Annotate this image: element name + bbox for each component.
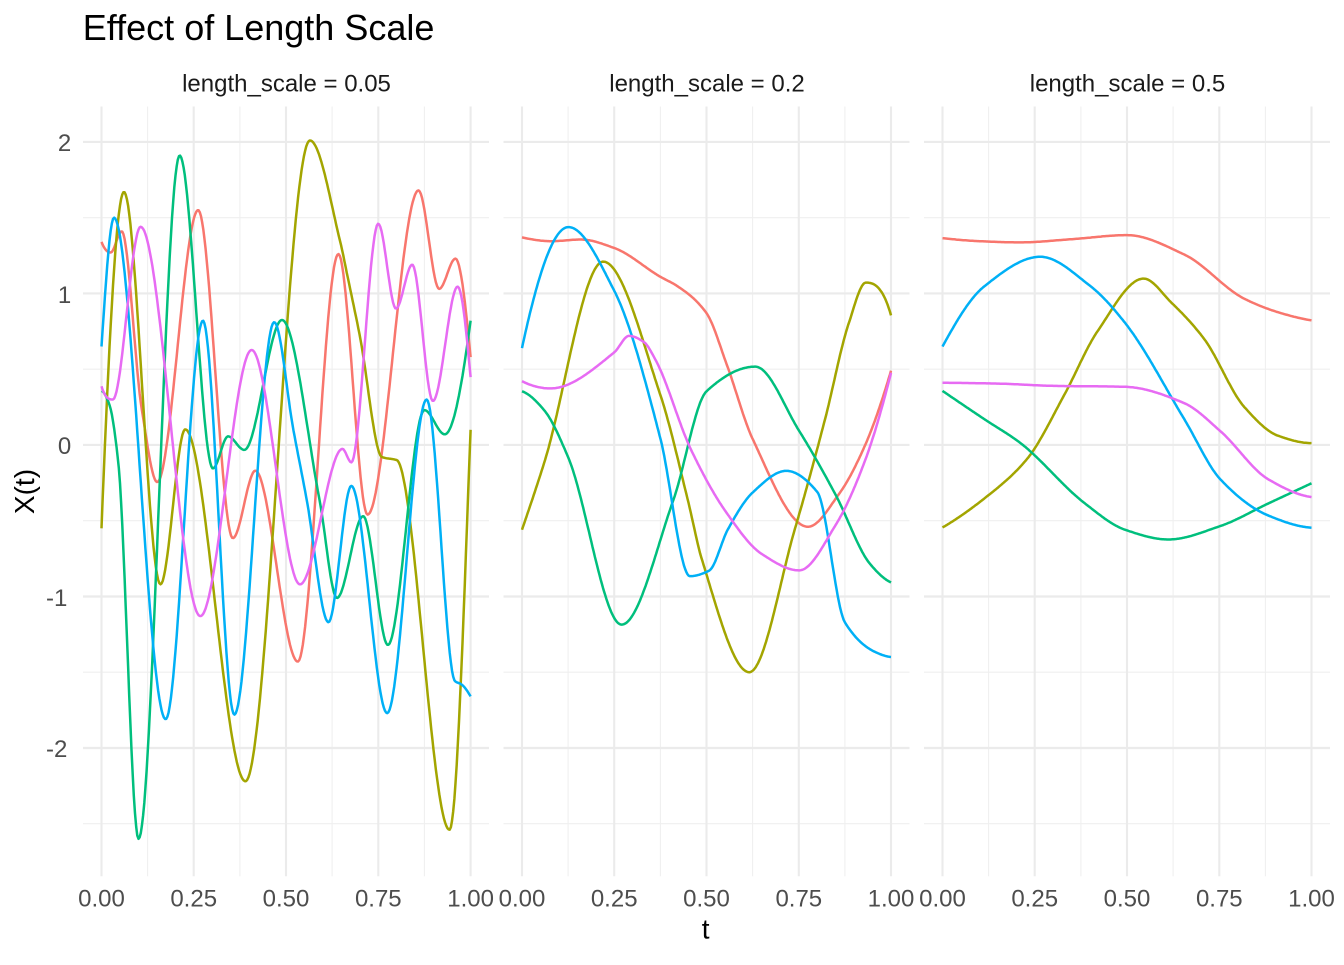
svg-text:0.25: 0.25: [591, 886, 638, 913]
svg-text:0.00: 0.00: [919, 886, 966, 913]
svg-text:0.75: 0.75: [775, 886, 822, 913]
svg-text:X(t): X(t): [9, 469, 40, 514]
svg-text:0.50: 0.50: [683, 886, 730, 913]
svg-text:length_scale = 0.5: length_scale = 0.5: [1030, 71, 1225, 98]
svg-text:0.50: 0.50: [263, 886, 310, 913]
svg-text:0.75: 0.75: [1196, 886, 1243, 913]
svg-text:0.00: 0.00: [499, 886, 546, 913]
svg-text:-1: -1: [46, 585, 67, 612]
svg-text:Effect of Length Scale: Effect of Length Scale: [83, 7, 435, 48]
svg-text:1: 1: [58, 282, 71, 309]
svg-text:0.50: 0.50: [1104, 886, 1151, 913]
svg-text:0: 0: [58, 433, 71, 460]
svg-text:t: t: [702, 914, 710, 945]
svg-text:0.00: 0.00: [78, 886, 125, 913]
svg-text:-2: -2: [46, 736, 67, 763]
svg-text:1.00: 1.00: [1288, 886, 1335, 913]
svg-text:1.00: 1.00: [447, 886, 494, 913]
svg-text:1.00: 1.00: [868, 886, 915, 913]
svg-text:length_scale = 0.05: length_scale = 0.05: [182, 71, 391, 98]
svg-text:0.25: 0.25: [1011, 886, 1058, 913]
svg-text:2: 2: [58, 130, 71, 157]
svg-text:length_scale = 0.2: length_scale = 0.2: [609, 71, 804, 98]
svg-text:0.25: 0.25: [170, 886, 217, 913]
svg-text:0.75: 0.75: [355, 886, 402, 913]
